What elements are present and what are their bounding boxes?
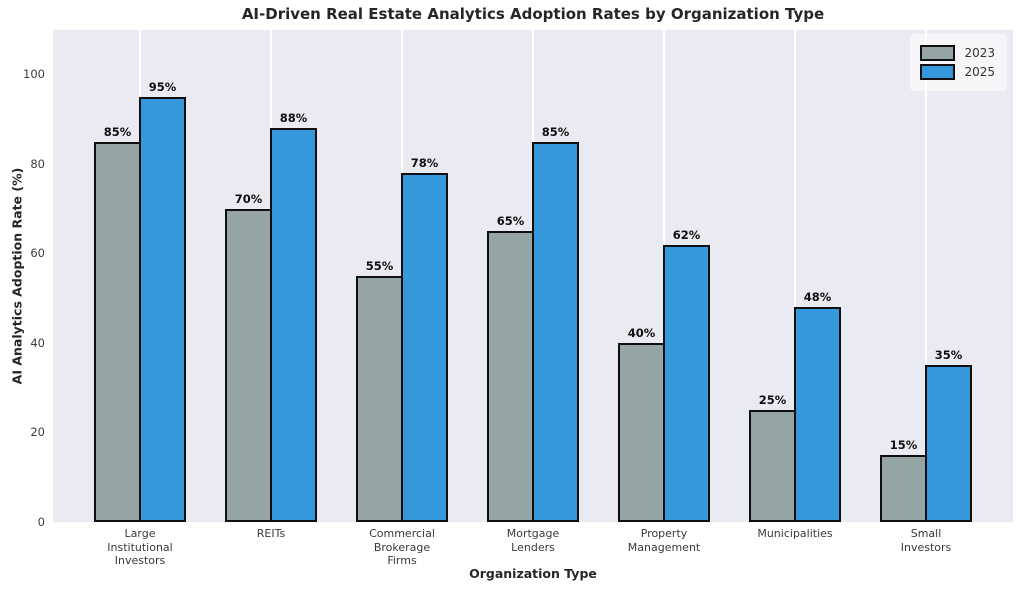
bar-value-label: 48% xyxy=(803,290,832,304)
gridline xyxy=(794,30,796,522)
bar-value-label: 62% xyxy=(672,228,701,242)
legend-label: 2025 xyxy=(964,65,995,79)
y-axis-label: AI Analytics Adoption Rate (%) xyxy=(9,167,25,385)
legend: 2023 2025 xyxy=(910,34,1007,91)
bar-2025-6 xyxy=(794,307,841,522)
bar-2023-4 xyxy=(487,231,534,522)
legend-label: 2023 xyxy=(964,46,995,60)
x-tick-label: Commercial Brokerage Firms xyxy=(369,527,435,567)
x-tick-label: Property Management xyxy=(627,527,701,554)
y-tick-label: 60 xyxy=(30,246,45,261)
bar-value-label: 40% xyxy=(627,326,656,340)
bar-2025-1 xyxy=(139,97,186,522)
y-tick-label: 40 xyxy=(30,335,45,350)
bar-2023-1 xyxy=(94,142,141,522)
bar-2023-6 xyxy=(749,410,796,522)
bar-value-label: 85% xyxy=(541,125,570,139)
bar-2023-7 xyxy=(880,455,927,522)
bar-2025-4 xyxy=(532,142,579,522)
bar-value-label: 85% xyxy=(103,125,132,139)
plot-area: 2023 2025 85% 95% 70% 88% 55% 78% 65% 85% 40% 62% 2… xyxy=(53,30,1013,522)
bar-2023-5 xyxy=(618,343,665,522)
y-tick-label: 20 xyxy=(30,425,45,440)
bar-value-label: 65% xyxy=(496,214,525,228)
bar-2023-2 xyxy=(225,209,272,522)
bar-value-label: 88% xyxy=(279,111,308,125)
bar-value-label: 70% xyxy=(234,192,263,206)
x-tick-label: Small Investors xyxy=(900,527,952,554)
bar-value-label: 95% xyxy=(148,80,177,94)
y-tick-label: 80 xyxy=(30,156,45,171)
bar-2025-3 xyxy=(401,173,448,522)
gridline xyxy=(925,30,927,522)
bar-2023-3 xyxy=(356,276,403,522)
chart-title: AI-Driven Real Estate Analytics Adoption… xyxy=(241,5,825,23)
bar-2025-2 xyxy=(270,128,317,522)
legend-swatch-2025 xyxy=(920,64,956,80)
bar-value-label: 25% xyxy=(758,393,787,407)
legend-item-2023: 2023 xyxy=(920,45,995,61)
x-tick-label: REITs xyxy=(256,527,286,540)
bar-2025-5 xyxy=(663,245,710,522)
x-axis-label: Organization Type xyxy=(469,566,597,581)
bar-value-label: 78% xyxy=(410,156,439,170)
y-tick-label: 100 xyxy=(23,67,45,82)
legend-item-2025: 2025 xyxy=(920,64,995,80)
bar-value-label: 35% xyxy=(934,348,963,362)
x-tick-label: Mortgage Lenders xyxy=(506,527,560,554)
bar-value-label: 55% xyxy=(365,259,394,273)
bar-value-label: 15% xyxy=(889,438,918,452)
legend-swatch-2023 xyxy=(920,45,956,61)
bar-2025-7 xyxy=(925,365,972,522)
x-tick-label: Municipalities xyxy=(757,527,833,540)
x-tick-label: Large Institutional Investors xyxy=(107,527,173,567)
y-tick-label: 0 xyxy=(37,514,45,529)
